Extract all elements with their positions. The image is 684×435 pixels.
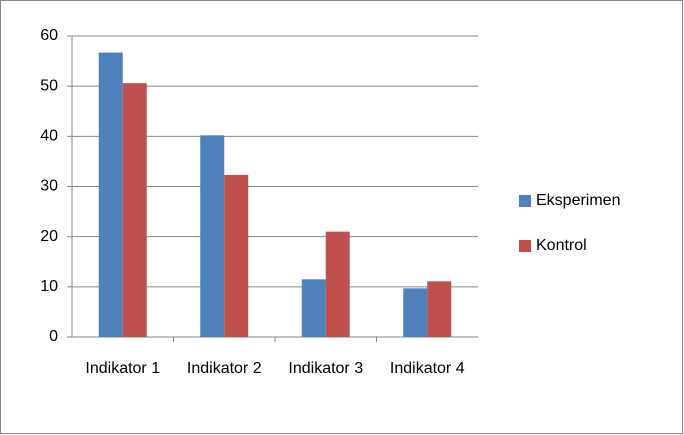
y-tick-label: 40 bbox=[40, 128, 58, 145]
y-tick-label: 60 bbox=[40, 27, 58, 44]
legend-label: Eksperimen bbox=[536, 192, 620, 209]
x-tick-label: Indikator 4 bbox=[389, 360, 465, 377]
bar bbox=[224, 174, 249, 337]
bar bbox=[427, 281, 452, 337]
x-tick-label: Indikator 3 bbox=[288, 360, 364, 377]
y-tick-label: 20 bbox=[40, 228, 58, 245]
y-tick-label: 0 bbox=[49, 328, 58, 345]
y-tick-label: 10 bbox=[40, 278, 58, 295]
legend-label: Kontrol bbox=[536, 237, 587, 254]
bar bbox=[200, 135, 225, 337]
x-tick-label: Indikator 2 bbox=[186, 360, 262, 377]
bar bbox=[98, 52, 123, 338]
legend-swatch bbox=[519, 195, 531, 207]
bar bbox=[403, 288, 428, 337]
bar bbox=[122, 83, 147, 337]
bar bbox=[301, 279, 326, 337]
x-tick-label: Indikator 1 bbox=[85, 360, 161, 377]
bar bbox=[325, 231, 350, 337]
legend-swatch bbox=[519, 240, 531, 252]
y-tick-label: 30 bbox=[40, 178, 58, 195]
y-tick-label: 50 bbox=[40, 77, 58, 94]
